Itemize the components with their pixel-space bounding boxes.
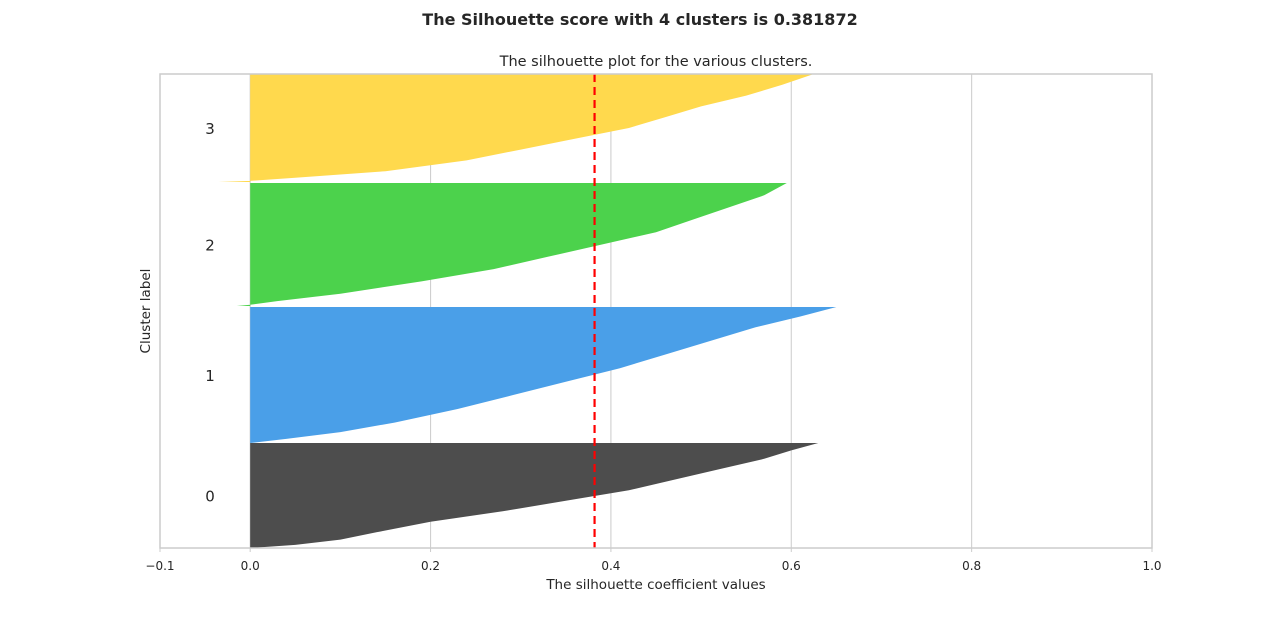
cluster-label-0: 0 (205, 488, 215, 506)
x-tick-label: 0.4 (601, 559, 620, 573)
cluster-2-silhouette (236, 183, 787, 306)
plot-title: The silhouette plot for the various clus… (499, 54, 813, 70)
x-tick-label: 0.6 (782, 559, 801, 573)
x-tick-labels: −0.1 0.0 0.2 0.4 0.6 0.8 1.0 (145, 548, 1162, 573)
cluster-label-3: 3 (205, 120, 215, 138)
cluster-1-silhouette (250, 307, 837, 443)
x-axis-label: The silhouette coefficient values (545, 577, 765, 593)
cluster-labels: 0 1 2 3 (205, 120, 215, 506)
cluster-3-silhouette (218, 74, 814, 182)
x-tick-label: 0.8 (962, 559, 981, 573)
y-axis-label: Cluster label (138, 269, 154, 354)
silhouette-clusters (218, 74, 837, 548)
x-tick-label: 0.2 (421, 559, 440, 573)
cluster-label-2: 2 (205, 237, 215, 255)
x-tick-label: 0.0 (241, 559, 260, 573)
figure-suptitle: The Silhouette score with 4 clusters is … (422, 10, 857, 29)
cluster-label-1: 1 (205, 367, 215, 385)
plot-frame (159, 73, 1153, 549)
x-tick-label: 1.0 (1142, 559, 1161, 573)
cluster-0-silhouette (250, 443, 819, 548)
x-tick-label: −0.1 (145, 559, 174, 573)
